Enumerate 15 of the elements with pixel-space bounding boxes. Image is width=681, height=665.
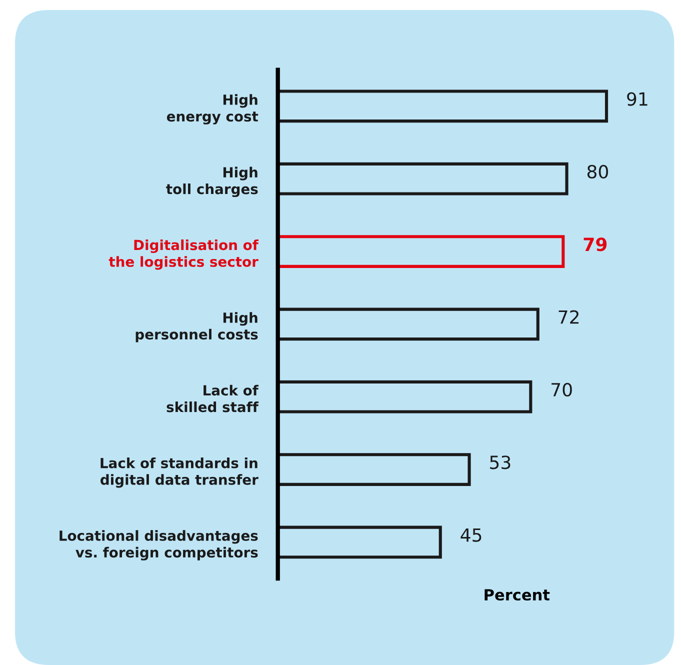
y-tick-label: High energy cost xyxy=(166,94,258,124)
y-tick-label: Digitalisation of the logistics sector xyxy=(108,239,259,270)
data-label: 70 xyxy=(552,382,572,397)
data-label: 79 xyxy=(584,238,607,252)
data-label: 53 xyxy=(490,456,510,470)
y-tick-label: High personnel costs xyxy=(136,312,258,342)
x-axis-title: Percent xyxy=(484,589,550,601)
y-tick-label: Lack of standards in digital data transfer xyxy=(100,458,258,488)
data-label: 45 xyxy=(460,528,482,542)
y-tick-label: Lack of skilled staff xyxy=(166,384,259,412)
y-tick-label: High toll charges xyxy=(166,166,258,198)
data-label: 91 xyxy=(627,92,648,106)
data-label: 72 xyxy=(558,310,578,324)
y-tick-label: Locational disadvantages vs. foreign competitors xyxy=(60,530,258,560)
data-label: 80 xyxy=(587,164,608,179)
